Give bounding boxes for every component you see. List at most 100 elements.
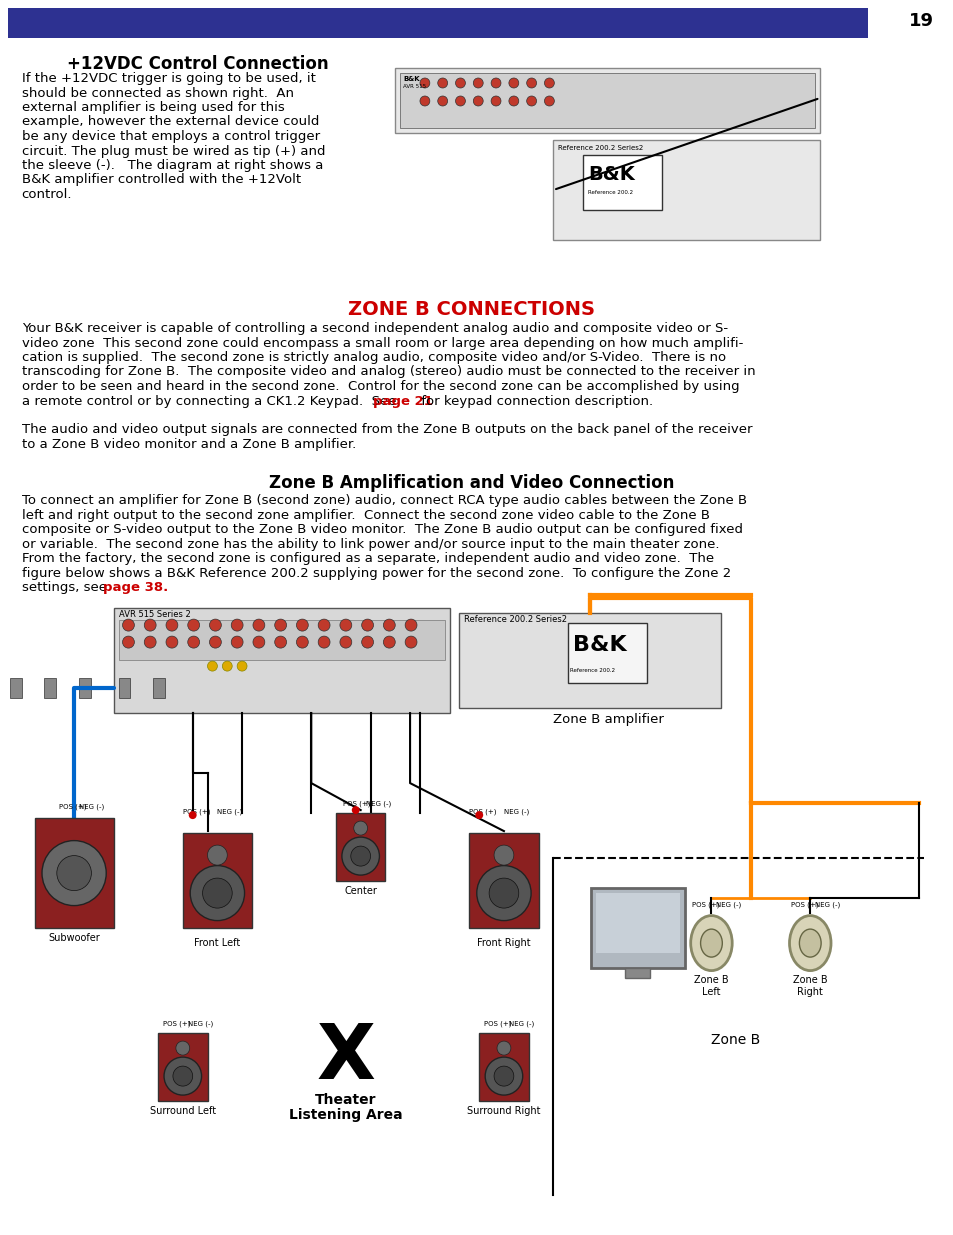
Text: If the +12VDC trigger is going to be used, it: If the +12VDC trigger is going to be use… xyxy=(22,72,315,85)
Ellipse shape xyxy=(690,915,732,971)
Ellipse shape xyxy=(190,866,244,920)
Circle shape xyxy=(508,78,518,88)
Circle shape xyxy=(419,78,430,88)
Text: POS (+): POS (+) xyxy=(342,800,370,806)
Circle shape xyxy=(437,96,447,106)
Circle shape xyxy=(473,78,482,88)
Circle shape xyxy=(405,619,416,631)
Circle shape xyxy=(455,96,465,106)
Circle shape xyxy=(526,96,536,106)
Text: Theater: Theater xyxy=(314,1093,376,1107)
Circle shape xyxy=(526,78,536,88)
Text: Front Left: Front Left xyxy=(194,939,240,948)
Ellipse shape xyxy=(700,929,721,957)
Text: AVR 515 Series 2: AVR 515 Series 2 xyxy=(118,610,191,619)
Ellipse shape xyxy=(489,878,518,908)
Circle shape xyxy=(122,636,134,648)
Bar xyxy=(8,7,866,38)
Text: order to be seen and heard in the second zone.  Control for the second zone can : order to be seen and heard in the second… xyxy=(22,380,739,393)
Text: B&K: B&K xyxy=(587,165,634,184)
Text: Surround Right: Surround Right xyxy=(467,1107,540,1116)
Text: the sleeve (-).   The diagram at right shows a: the sleeve (-). The diagram at right sho… xyxy=(22,159,323,172)
Circle shape xyxy=(296,636,308,648)
Bar xyxy=(183,834,252,927)
Circle shape xyxy=(544,96,554,106)
Circle shape xyxy=(189,811,196,819)
Ellipse shape xyxy=(172,1066,193,1086)
Text: Your B&K receiver is capable of controlling a second independent analog audio an: Your B&K receiver is capable of controll… xyxy=(22,322,727,335)
Ellipse shape xyxy=(42,841,106,905)
Ellipse shape xyxy=(799,929,821,957)
Ellipse shape xyxy=(175,1041,190,1055)
Text: transcoding for Zone B.  The composite video and analog (stereo) audio must be c: transcoding for Zone B. The composite vi… xyxy=(22,366,755,378)
Text: Zone B amplifier: Zone B amplifier xyxy=(553,713,663,726)
Text: figure below shows a B&K Reference 200.2 supplying power for the second zone.  T: figure below shows a B&K Reference 200.2… xyxy=(22,567,730,579)
Circle shape xyxy=(318,636,330,648)
Text: POS (+): POS (+) xyxy=(469,808,497,815)
Text: NEG (-): NEG (-) xyxy=(217,808,242,815)
Text: page 21: page 21 xyxy=(372,394,432,408)
Text: +12VDC Control Connection: +12VDC Control Connection xyxy=(67,56,328,73)
Text: NEG (-): NEG (-) xyxy=(503,808,529,815)
Bar xyxy=(590,888,684,968)
Circle shape xyxy=(188,636,199,648)
Text: Reference 200.2: Reference 200.2 xyxy=(570,668,615,673)
Circle shape xyxy=(361,619,374,631)
Circle shape xyxy=(210,619,221,631)
Text: POS (+): POS (+) xyxy=(59,803,87,810)
Bar xyxy=(10,678,22,698)
Circle shape xyxy=(144,636,156,648)
Circle shape xyxy=(383,619,395,631)
Text: be any device that employs a control trigger: be any device that employs a control tri… xyxy=(22,130,319,143)
Circle shape xyxy=(122,619,134,631)
Bar xyxy=(118,678,131,698)
Text: for keypad connection description.: for keypad connection description. xyxy=(416,394,653,408)
Ellipse shape xyxy=(164,1057,201,1095)
Text: cation is supplied.  The second zone is strictly analog audio, composite video a: cation is supplied. The second zone is s… xyxy=(22,351,725,364)
Circle shape xyxy=(274,636,286,648)
Circle shape xyxy=(274,619,286,631)
Text: B&K amplifier controlled with the +12Volt: B&K amplifier controlled with the +12Vol… xyxy=(22,173,300,186)
Circle shape xyxy=(437,78,447,88)
Bar xyxy=(459,613,720,708)
Text: Zone B: Zone B xyxy=(711,1034,760,1047)
Bar xyxy=(582,156,661,210)
Text: Center: Center xyxy=(344,885,376,897)
Circle shape xyxy=(544,78,554,88)
Ellipse shape xyxy=(202,878,232,908)
Circle shape xyxy=(253,636,265,648)
Text: circuit. The plug must be wired as tip (+) and: circuit. The plug must be wired as tip (… xyxy=(22,144,325,158)
Text: Reference 200.2 Series2: Reference 200.2 Series2 xyxy=(464,615,567,624)
Bar xyxy=(596,893,679,953)
Text: or variable.  The second zone has the ability to link power and/or source input : or variable. The second zone has the abi… xyxy=(22,537,719,551)
Circle shape xyxy=(339,636,352,648)
Text: X: X xyxy=(316,1021,375,1095)
Text: to a Zone B video monitor and a Zone B amplifier.: to a Zone B video monitor and a Zone B a… xyxy=(22,438,355,451)
Bar xyxy=(395,68,820,133)
Text: Zone B
Right: Zone B Right xyxy=(792,976,826,997)
Text: B&K: B&K xyxy=(403,77,419,82)
Circle shape xyxy=(166,619,177,631)
Text: control.: control. xyxy=(22,188,72,201)
Text: settings, see: settings, see xyxy=(22,582,111,594)
Circle shape xyxy=(208,661,217,671)
Circle shape xyxy=(210,636,221,648)
Text: a remote control or by connecting a CK1.2 Keypad.  See: a remote control or by connecting a CK1.… xyxy=(22,394,400,408)
Bar xyxy=(113,608,449,713)
Circle shape xyxy=(473,96,482,106)
Bar xyxy=(625,968,650,978)
Text: NEG (-): NEG (-) xyxy=(188,1020,213,1026)
Circle shape xyxy=(222,661,232,671)
Text: ZONE B CONNECTIONS: ZONE B CONNECTIONS xyxy=(348,300,595,319)
Circle shape xyxy=(383,636,395,648)
Text: Zone B Amplification and Video Connection: Zone B Amplification and Video Connectio… xyxy=(269,474,674,492)
Text: NEG (-): NEG (-) xyxy=(815,902,840,908)
Text: To connect an amplifier for Zone B (second zone) audio, connect RCA type audio c: To connect an amplifier for Zone B (seco… xyxy=(22,494,746,508)
Bar xyxy=(335,813,385,881)
Circle shape xyxy=(491,78,500,88)
Ellipse shape xyxy=(494,1066,514,1086)
Circle shape xyxy=(188,619,199,631)
Bar xyxy=(79,678,91,698)
Circle shape xyxy=(237,661,247,671)
Circle shape xyxy=(296,619,308,631)
